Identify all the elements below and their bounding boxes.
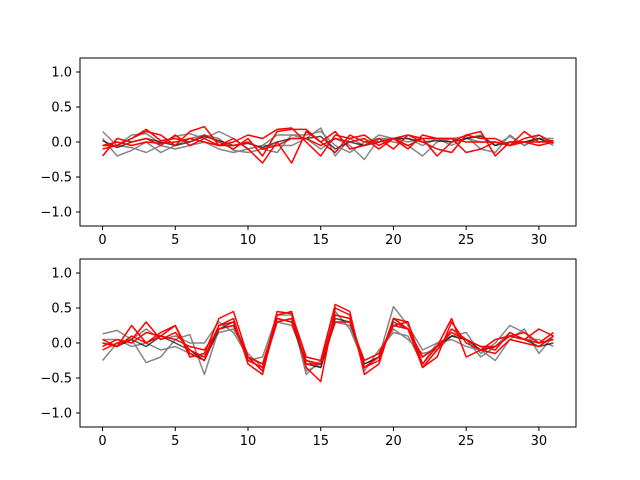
x-tick-label: 5 <box>171 233 179 248</box>
y-tick-label: 0.5 <box>51 302 72 317</box>
y-tick-label: 0.5 <box>51 101 72 116</box>
y-tick-label: −1.0 <box>40 206 72 221</box>
series-group <box>101 303 555 383</box>
series-line-red-7 <box>102 137 554 150</box>
y-tick-label: −0.5 <box>40 171 72 186</box>
y-tick-label: −1.0 <box>40 407 72 422</box>
bottom-axes: 0 5 10 15 20 25 30 1.0 0.5 0.0 −0.5 −1.0 <box>40 258 577 449</box>
x-tick-label: 30 <box>531 434 548 449</box>
series-line-red-4 <box>101 130 554 164</box>
x-tick-label: 0 <box>98 233 106 248</box>
series-group <box>101 125 554 164</box>
y-tick-label: 0.0 <box>51 337 72 352</box>
x-tick-label: 10 <box>240 233 257 248</box>
x-tick-label: 15 <box>312 233 329 248</box>
top-axes: 0 5 10 15 20 25 30 1.0 0.5 0.0 −0.5 −1.0 <box>40 57 577 248</box>
y-tick-label: 0.0 <box>51 136 72 151</box>
series-line-red-6 <box>102 128 554 157</box>
y-tick-label: 1.0 <box>51 267 72 282</box>
x-tick-label: 15 <box>312 434 329 449</box>
series-line-red-5 <box>102 125 554 157</box>
y-tick-label: 1.0 <box>51 66 72 81</box>
x-tick-label: 20 <box>385 434 402 449</box>
series-line-red-7 <box>102 317 554 365</box>
y-tick-label: −0.5 <box>40 372 72 387</box>
x-tick-label: 25 <box>458 434 475 449</box>
x-tick-label: 10 <box>240 434 257 449</box>
x-tick-label: 30 <box>531 233 548 248</box>
x-tick-label: 5 <box>171 434 179 449</box>
x-tick-label: 0 <box>98 434 106 449</box>
x-tick-label: 20 <box>385 233 402 248</box>
x-tick-label: 25 <box>458 233 475 248</box>
